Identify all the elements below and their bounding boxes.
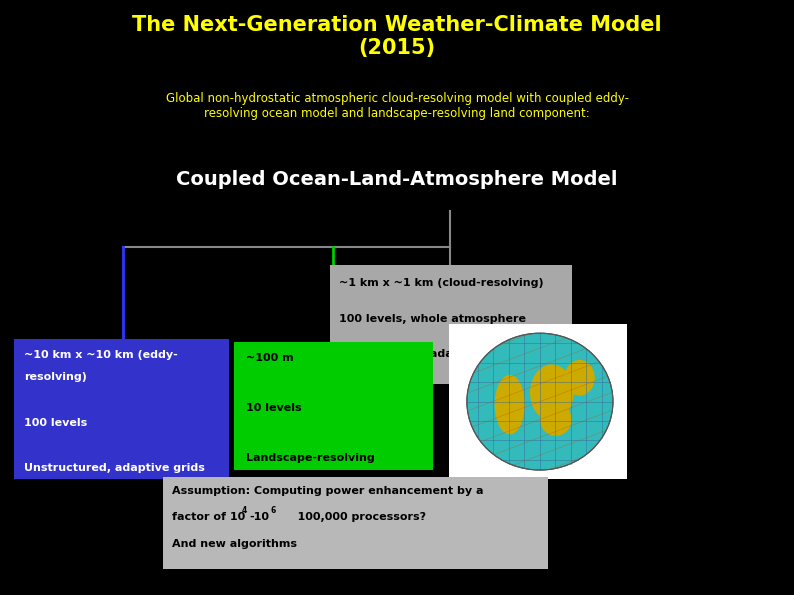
FancyBboxPatch shape [330,265,572,384]
Text: 100 levels: 100 levels [24,418,87,428]
Text: And new algorithms: And new algorithms [172,539,297,549]
Text: 100 levels, whole atmosphere: 100 levels, whole atmosphere [339,314,526,324]
Text: ~100 m: ~100 m [246,353,294,363]
Text: Unstructured, adaptive grids: Unstructured, adaptive grids [24,463,205,473]
Text: Unstructured, adaptive grids: Unstructured, adaptive grids [339,349,520,359]
Text: Assumption: Computing power enhancement by a: Assumption: Computing power enhancement … [172,486,484,496]
Ellipse shape [540,403,572,436]
FancyBboxPatch shape [234,342,433,470]
Text: Landscape-resolving: Landscape-resolving [246,453,375,463]
Ellipse shape [467,333,613,470]
Text: ~1 km x ~1 km (cloud-resolving): ~1 km x ~1 km (cloud-resolving) [339,278,544,288]
Ellipse shape [565,360,595,396]
Text: resolving): resolving) [24,372,87,383]
Ellipse shape [530,364,573,421]
FancyBboxPatch shape [163,477,548,569]
FancyBboxPatch shape [449,324,627,479]
Text: Coupled Ocean-Land-Atmosphere Model: Coupled Ocean-Land-Atmosphere Model [176,170,618,189]
Text: 4: 4 [241,506,247,515]
FancyBboxPatch shape [14,339,229,479]
Ellipse shape [495,375,525,434]
Text: 10 levels: 10 levels [246,403,302,413]
Text: 6: 6 [271,506,276,515]
Text: 100,000 processors?: 100,000 processors? [282,512,426,522]
Text: ~10 km x ~10 km (eddy-: ~10 km x ~10 km (eddy- [24,350,178,360]
Text: -10: -10 [249,512,269,522]
Text: Global non-hydrostatic atmospheric cloud-resolving model with coupled eddy-
reso: Global non-hydrostatic atmospheric cloud… [165,92,629,120]
Text: factor of 10: factor of 10 [172,512,245,522]
Text: The Next-Generation Weather-Climate Model
(2015): The Next-Generation Weather-Climate Mode… [132,15,662,58]
